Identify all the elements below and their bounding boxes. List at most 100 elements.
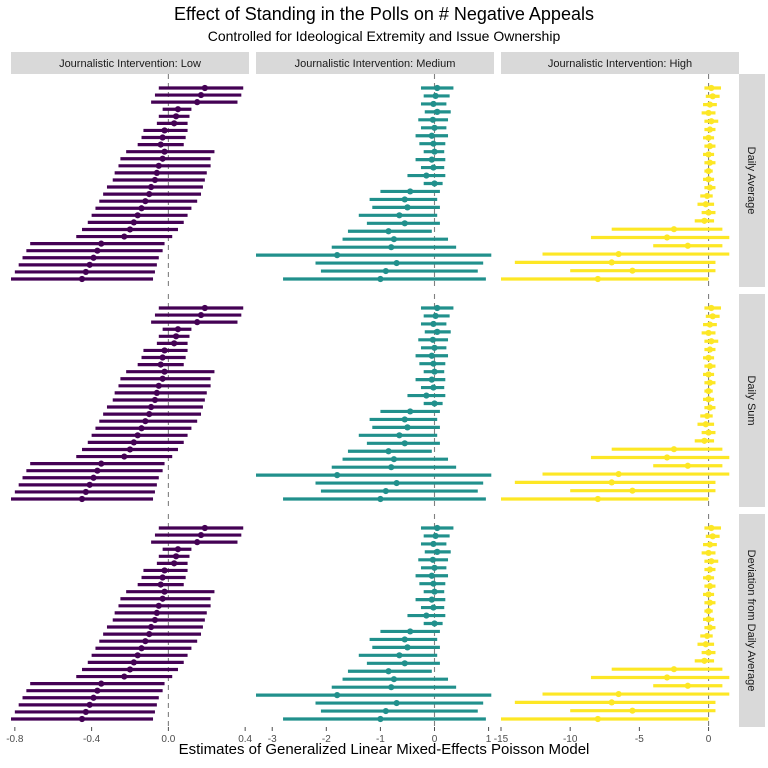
point-estimate <box>594 495 601 503</box>
point-estimate <box>82 708 89 716</box>
point-estimate <box>701 437 708 444</box>
point-estimate <box>388 244 395 251</box>
panel-r0-c2 <box>501 74 730 287</box>
point-estimate <box>434 524 441 532</box>
point-estimate <box>708 524 715 532</box>
row-strip-label-1: Daily Sum <box>745 375 757 425</box>
x-tick-label: 0 <box>432 734 438 745</box>
point-estimate <box>130 219 137 226</box>
point-estimate <box>161 148 168 155</box>
row-strip-1 <box>739 294 765 507</box>
point-estimate <box>704 192 711 200</box>
point-estimate <box>401 416 408 423</box>
point-estimate <box>706 159 714 166</box>
point-estimate <box>161 588 168 595</box>
point-estimate <box>159 375 166 382</box>
point-estimate <box>434 84 441 92</box>
point-estimate <box>708 118 715 125</box>
x-tick-label: 1 <box>486 734 492 745</box>
point-estimate <box>393 259 400 267</box>
point-estimate <box>142 418 149 425</box>
point-estimate <box>701 657 708 664</box>
point-estimate <box>159 155 166 162</box>
point-estimate <box>159 574 166 581</box>
point-estimate <box>706 379 714 386</box>
point-estimate <box>197 311 205 319</box>
point-estimate <box>174 326 182 333</box>
point-estimate <box>706 599 714 606</box>
point-estimate <box>401 440 408 447</box>
point-estimate <box>382 487 389 495</box>
point-estimate <box>172 113 180 120</box>
point-estimate <box>161 368 168 375</box>
point-estimate <box>423 612 430 619</box>
point-estimate <box>148 183 155 191</box>
point-estimate <box>377 495 384 503</box>
x-tick-label: -0.8 <box>6 734 24 745</box>
point-estimate <box>663 674 671 681</box>
chart-title: Effect of Standing in the Polls on # Neg… <box>174 4 594 24</box>
point-estimate <box>428 572 435 579</box>
point-estimate <box>431 124 438 131</box>
column-strip-label-2: Journalistic Intervention: High <box>548 58 692 70</box>
point-estimate <box>146 631 153 638</box>
point-estimate <box>390 236 398 243</box>
point-estimate <box>159 354 166 361</box>
point-estimate <box>594 715 601 723</box>
point-estimate <box>615 690 622 698</box>
point-estimate <box>434 108 441 115</box>
point-estimate <box>431 564 438 571</box>
x-tick-label: -0.4 <box>83 734 101 745</box>
point-estimate <box>98 460 105 467</box>
x-tick-label: -5 <box>635 734 644 745</box>
point-estimate <box>153 169 160 176</box>
point-estimate <box>434 548 441 555</box>
point-estimate <box>404 644 411 651</box>
point-estimate <box>431 180 438 187</box>
point-estimate <box>629 267 636 274</box>
point-estimate <box>121 233 128 240</box>
point-estimate <box>430 140 437 147</box>
point-estimate <box>663 234 671 241</box>
point-estimate <box>82 488 89 496</box>
point-estimate <box>385 668 392 675</box>
point-estimate <box>393 479 400 487</box>
point-estimate <box>431 148 438 155</box>
point-estimate <box>194 319 201 326</box>
point-estimate <box>706 404 714 411</box>
point-estimate <box>201 84 208 92</box>
point-estimate <box>428 156 435 163</box>
point-estimate <box>201 304 208 312</box>
point-estimate <box>401 660 408 667</box>
point-estimate <box>705 151 712 158</box>
point-estimate <box>194 539 201 546</box>
point-estimate <box>684 242 691 249</box>
point-estimate <box>138 425 145 432</box>
point-estimate <box>407 408 414 415</box>
point-estimate <box>407 188 414 195</box>
point-estimate <box>148 623 155 631</box>
point-estimate <box>706 126 714 133</box>
point-estimate <box>385 448 392 455</box>
point-estimate <box>161 347 168 354</box>
point-estimate <box>706 363 714 370</box>
point-estimate <box>705 607 712 615</box>
point-estimate <box>98 680 105 687</box>
point-estimate <box>126 446 134 453</box>
x-tick-label: -3 <box>268 734 277 745</box>
point-estimate <box>194 99 201 106</box>
point-estimate <box>670 226 678 233</box>
point-estimate <box>172 333 180 340</box>
point-estimate <box>78 715 86 723</box>
point-estimate <box>706 541 714 548</box>
point-estimate <box>705 396 712 403</box>
point-estimate <box>705 429 712 436</box>
point-estimate <box>171 120 178 127</box>
point-estimate <box>428 132 435 139</box>
point-estimate <box>161 127 168 134</box>
point-estimate <box>201 524 208 532</box>
point-estimate <box>423 392 430 399</box>
point-estimate <box>138 645 145 652</box>
x-tick-label: 0 <box>706 734 712 745</box>
point-estimate <box>434 304 441 312</box>
